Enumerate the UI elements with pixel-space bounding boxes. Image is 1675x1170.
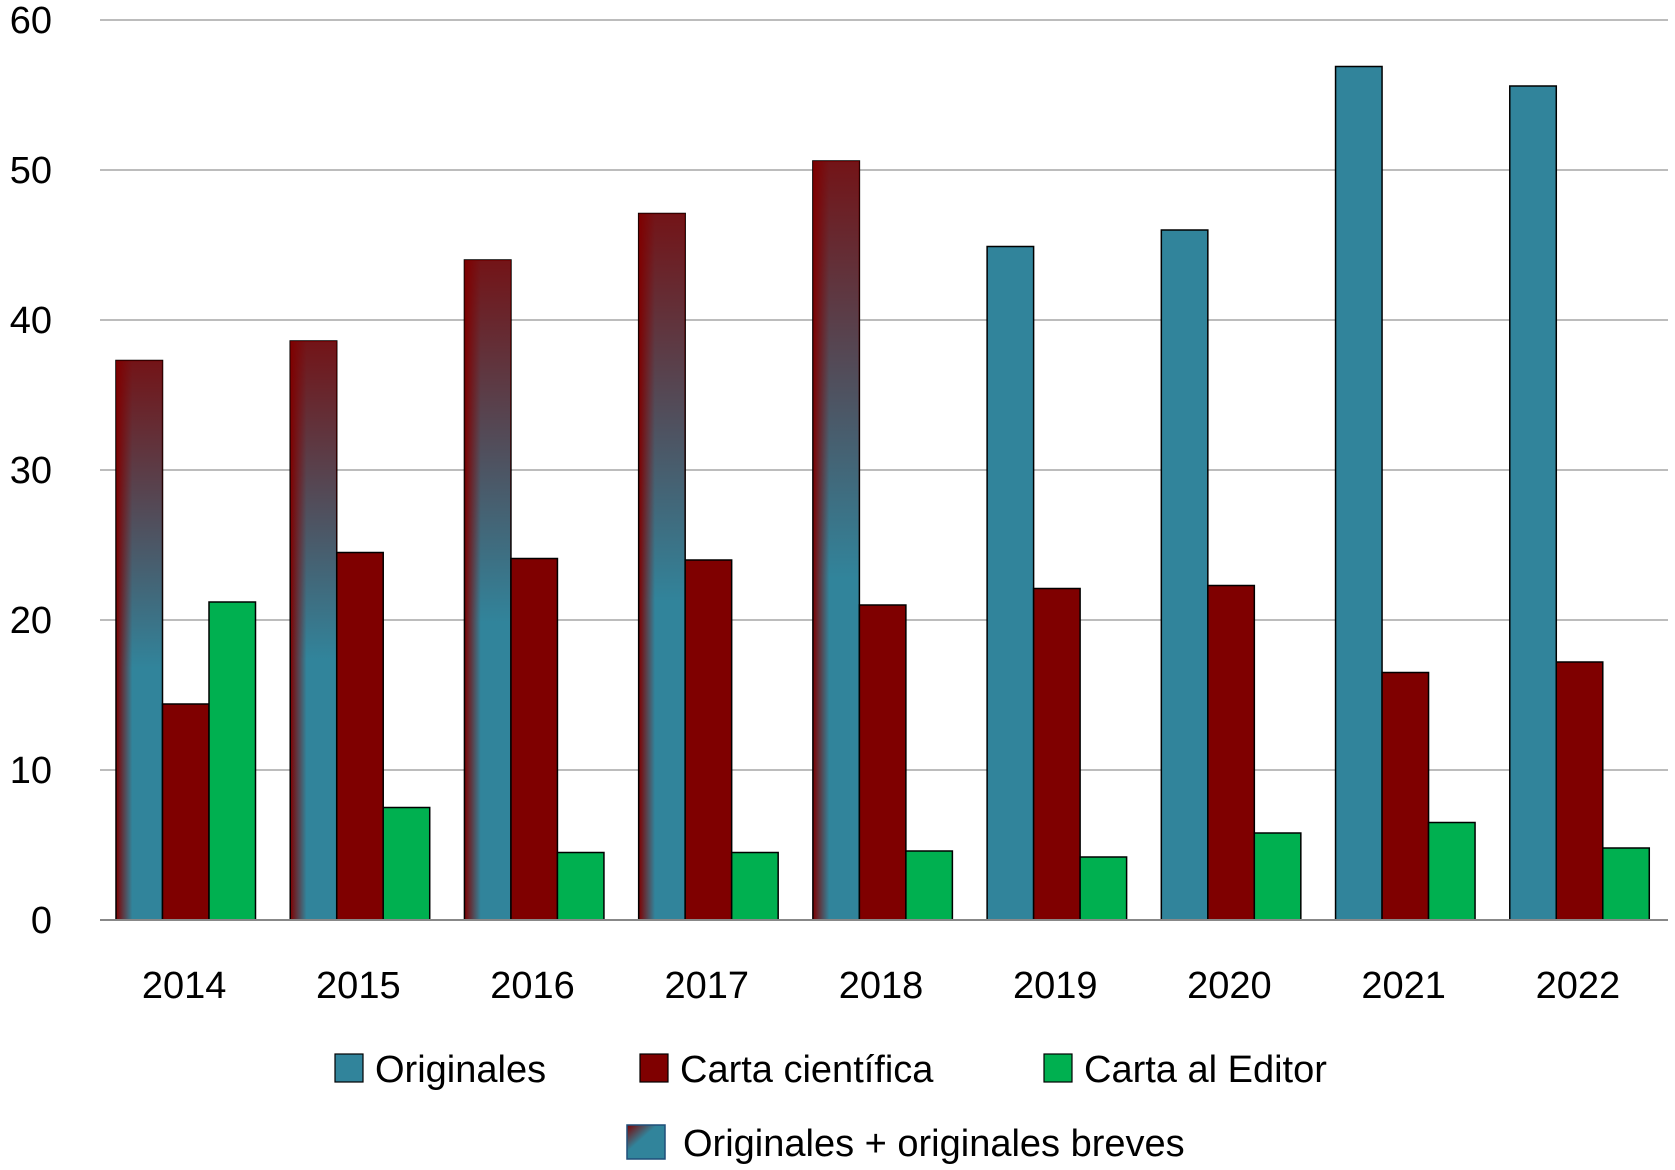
bar-carta-al-editor-2017 xyxy=(730,851,779,921)
bar-carta-al-editor-2022 xyxy=(1602,847,1651,921)
legend-label-0: Originales xyxy=(375,1049,546,1091)
bar-carta-cient-fica-2019 xyxy=(1032,587,1081,921)
x-tick-label-2017: 2017 xyxy=(665,965,750,1007)
y-tick-label: 0 xyxy=(31,900,52,942)
bar-carta-al-editor-2019 xyxy=(1079,856,1128,921)
bar-originales-2020 xyxy=(1160,229,1209,921)
x-tick-label-2014: 2014 xyxy=(142,965,227,1007)
x-tick-label-2020: 2020 xyxy=(1187,965,1272,1007)
legend-swatch-2 xyxy=(1043,1053,1073,1083)
y-tick-label: 10 xyxy=(10,750,52,792)
bar-carta-cient-fica-2015 xyxy=(335,551,384,921)
bar-carta-cient-fica-2022 xyxy=(1555,661,1604,921)
x-tick-label-2015: 2015 xyxy=(316,965,401,1007)
bar-carta-cient-fica-2018 xyxy=(858,604,907,921)
bar-carta-al-editor-2014 xyxy=(208,601,257,921)
bar-carta-al-editor-2015 xyxy=(382,806,431,921)
bar-originales-2021 xyxy=(1334,65,1383,921)
legend-label-gradient: Originales + originales breves xyxy=(683,1123,1185,1165)
bar-carta-cient-fica-2020 xyxy=(1207,584,1256,921)
y-tick-label: 30 xyxy=(10,450,52,492)
y-tick-label: 60 xyxy=(10,0,52,42)
bar-gradient-overlay-2016 xyxy=(464,260,511,920)
bar-gradient-overlay-2015 xyxy=(290,341,337,920)
legend-swatch-0 xyxy=(334,1053,364,1083)
x-tick-label-2021: 2021 xyxy=(1361,965,1446,1007)
bar-carta-al-editor-2018 xyxy=(905,850,954,921)
bar-originales-2022 xyxy=(1509,85,1558,921)
y-tick-label: 40 xyxy=(10,300,52,342)
x-axis-ticks: 2014 2015 2016 2017 2018 2019 2020 2021 2022 xyxy=(142,965,1620,1007)
bars xyxy=(115,65,1651,921)
bar-gradient-overlay-2014 xyxy=(116,360,163,920)
y-axis-ticks: 0 10 20 30 40 50 60 xyxy=(10,0,52,942)
bar-carta-cient-fica-2017 xyxy=(684,559,733,921)
y-tick-label: 20 xyxy=(10,600,52,642)
bar-carta-al-editor-2021 xyxy=(1427,821,1476,921)
bar-carta-al-editor-2020 xyxy=(1253,832,1302,921)
bar-gradient-overlay-2017 xyxy=(638,213,686,920)
x-tick-label-2019: 2019 xyxy=(1013,965,1098,1007)
bar-carta-al-editor-2016 xyxy=(556,851,605,921)
legend-label-1: Carta científica xyxy=(680,1049,934,1091)
x-tick-label-2016: 2016 xyxy=(490,965,575,1007)
bar-carta-cient-fica-2014 xyxy=(161,703,210,921)
bar-gradient-overlay-2018 xyxy=(812,161,860,920)
x-tick-label-2018: 2018 xyxy=(839,965,924,1007)
bar-carta-cient-fica-2021 xyxy=(1381,671,1430,921)
legend-swatch-gradient xyxy=(626,1124,666,1160)
legend-label-2: Carta al Editor xyxy=(1084,1049,1327,1091)
bar-originales-2019 xyxy=(986,245,1035,921)
x-tick-label-2022: 2022 xyxy=(1536,965,1621,1007)
legend: Originales Carta científica Carta al Edito… xyxy=(334,1049,1327,1165)
legend-swatch-1 xyxy=(639,1053,669,1083)
bar-carta-cient-fica-2016 xyxy=(510,557,559,921)
y-tick-label: 50 xyxy=(10,150,52,192)
